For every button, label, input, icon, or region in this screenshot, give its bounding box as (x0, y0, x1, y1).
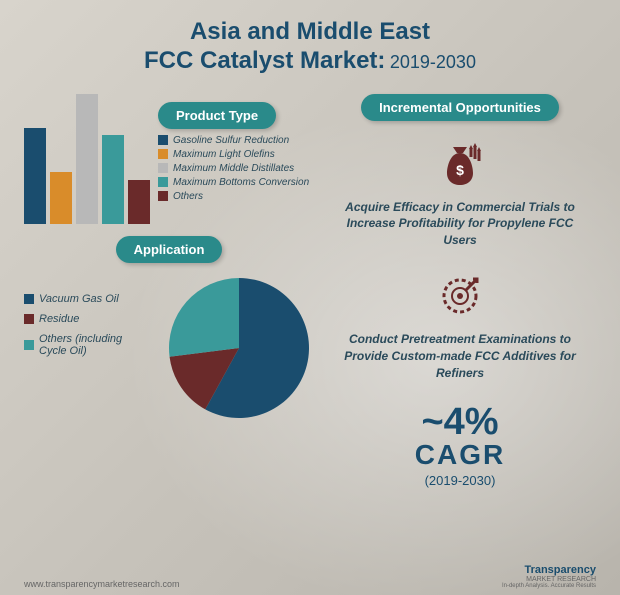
legend-swatch (24, 340, 34, 350)
legend-swatch (158, 135, 168, 145)
title-year: 2019-2030 (390, 52, 476, 72)
svg-text:$: $ (456, 162, 464, 178)
footer-url: www.transparencymarketresearch.com (24, 579, 180, 589)
gear-wrench-icon (435, 271, 485, 321)
bar-0 (24, 128, 46, 223)
legend-swatch (24, 294, 34, 304)
opportunity-item: $ Acquire Efficacy in Commercial Trials t… (324, 139, 596, 249)
application-pill: Application (116, 236, 223, 263)
product-bar-chart (24, 94, 150, 224)
cagr-value: ~4% (324, 403, 596, 441)
product-legend: Product Type Gasoline Sulfur Reduction Ma… (158, 102, 309, 205)
bar-2 (76, 94, 98, 224)
money-bag-icon: $ (435, 139, 485, 189)
cagr-period: (2019-2030) (324, 473, 596, 488)
title-block: Asia and Middle East FCC Catalyst Market… (24, 18, 596, 76)
legend-label: Gasoline Sulfur Reduction (173, 135, 289, 146)
product-type-pill: Product Type (158, 102, 276, 129)
product-legend-item: Maximum Light Olefins (158, 149, 309, 160)
pie-slice-2 (169, 278, 239, 357)
application-pie-chart (164, 273, 314, 423)
cagr-label: CAGR (324, 441, 596, 469)
legend-swatch (24, 314, 34, 324)
bar-4 (128, 180, 150, 223)
legend-swatch (158, 149, 168, 159)
product-legend-item: Gasoline Sulfur Reduction (158, 135, 309, 146)
app-legend-item: Residue (24, 313, 144, 325)
opportunity-item: Conduct Pretreatment Examinations to Pro… (324, 271, 596, 381)
title-line1: Asia and Middle East (24, 18, 596, 47)
footer-brand: Transparency MARKET RESEARCH In-depth An… (502, 564, 596, 589)
opportunities-pill: Incremental Opportunities (361, 94, 559, 121)
legend-label: Maximum Bottoms Conversion (173, 177, 309, 188)
app-legend-item: Others (including Cycle Oil) (24, 333, 144, 357)
legend-label: Vacuum Gas Oil (39, 293, 119, 305)
opportunity-text: Acquire Efficacy in Commercial Trials to… (324, 199, 596, 249)
legend-label: Maximum Light Olefins (173, 149, 275, 160)
bar-3 (102, 135, 124, 224)
legend-swatch (158, 177, 168, 187)
product-legend-item: Maximum Middle Distillates (158, 163, 309, 174)
legend-swatch (158, 163, 168, 173)
application-legend: Vacuum Gas Oil Residue Others (including C… (24, 293, 144, 365)
cagr-block: ~4% CAGR (2019-2030) (324, 403, 596, 488)
legend-label: Maximum Middle Distillates (173, 163, 294, 174)
title-line2: FCC Catalyst Market: (144, 47, 385, 74)
bar-1 (50, 172, 72, 224)
opportunity-text: Conduct Pretreatment Examinations to Pro… (324, 331, 596, 381)
legend-label: Others (including Cycle Oil) (39, 333, 144, 357)
legend-label: Others (173, 191, 203, 202)
legend-swatch (158, 191, 168, 201)
app-legend-item: Vacuum Gas Oil (24, 293, 144, 305)
product-legend-item: Maximum Bottoms Conversion (158, 177, 309, 188)
product-legend-item: Others (158, 191, 309, 202)
legend-label: Residue (39, 313, 79, 325)
